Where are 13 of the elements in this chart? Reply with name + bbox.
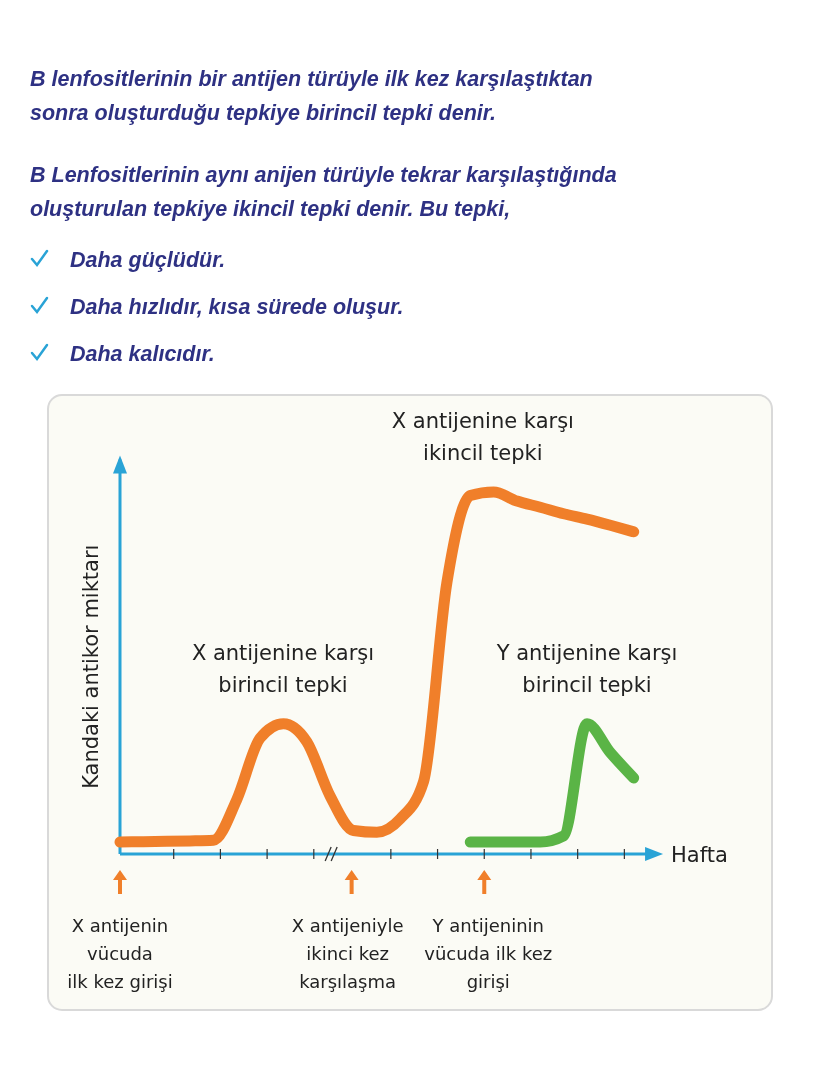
text: X antijenin vücuda ilk kez girişi bbox=[67, 915, 173, 992]
y-axis-title: Kandaki antikor miktarı bbox=[79, 544, 103, 789]
text: Y antijeninin vücuda ilk kez girişi bbox=[424, 915, 553, 992]
text: X antijenine karşı ikincil tepki bbox=[391, 409, 574, 465]
annotation: X antijenine karşı birincil tepki bbox=[191, 640, 375, 697]
text: Daha kalıcıdır. bbox=[70, 342, 215, 366]
text: Daha hızlıdır, kısa sürede oluşur. bbox=[70, 295, 404, 319]
text: Daha güçlüdür. bbox=[70, 248, 226, 272]
annotation: Y antijenine karşı birincil tepki bbox=[495, 640, 678, 697]
chart-subtitle: B Lenfositlerinin aynı anijen türüyle tekrar karşılaştığında oluşturulan tepkiye ikincil tepki denir. Bu tepki, bbox=[30, 163, 617, 221]
chart-title: B lenfositlerinin bir antijen türüyle ilk kez karşılaştıktan sonra oluşturduğu tepkiye birincil tepki denir. bbox=[30, 67, 593, 125]
x-axis-title: Hafta bbox=[671, 843, 728, 867]
text: X antijeniyle ikinci kez karşılaşma bbox=[291, 915, 404, 992]
